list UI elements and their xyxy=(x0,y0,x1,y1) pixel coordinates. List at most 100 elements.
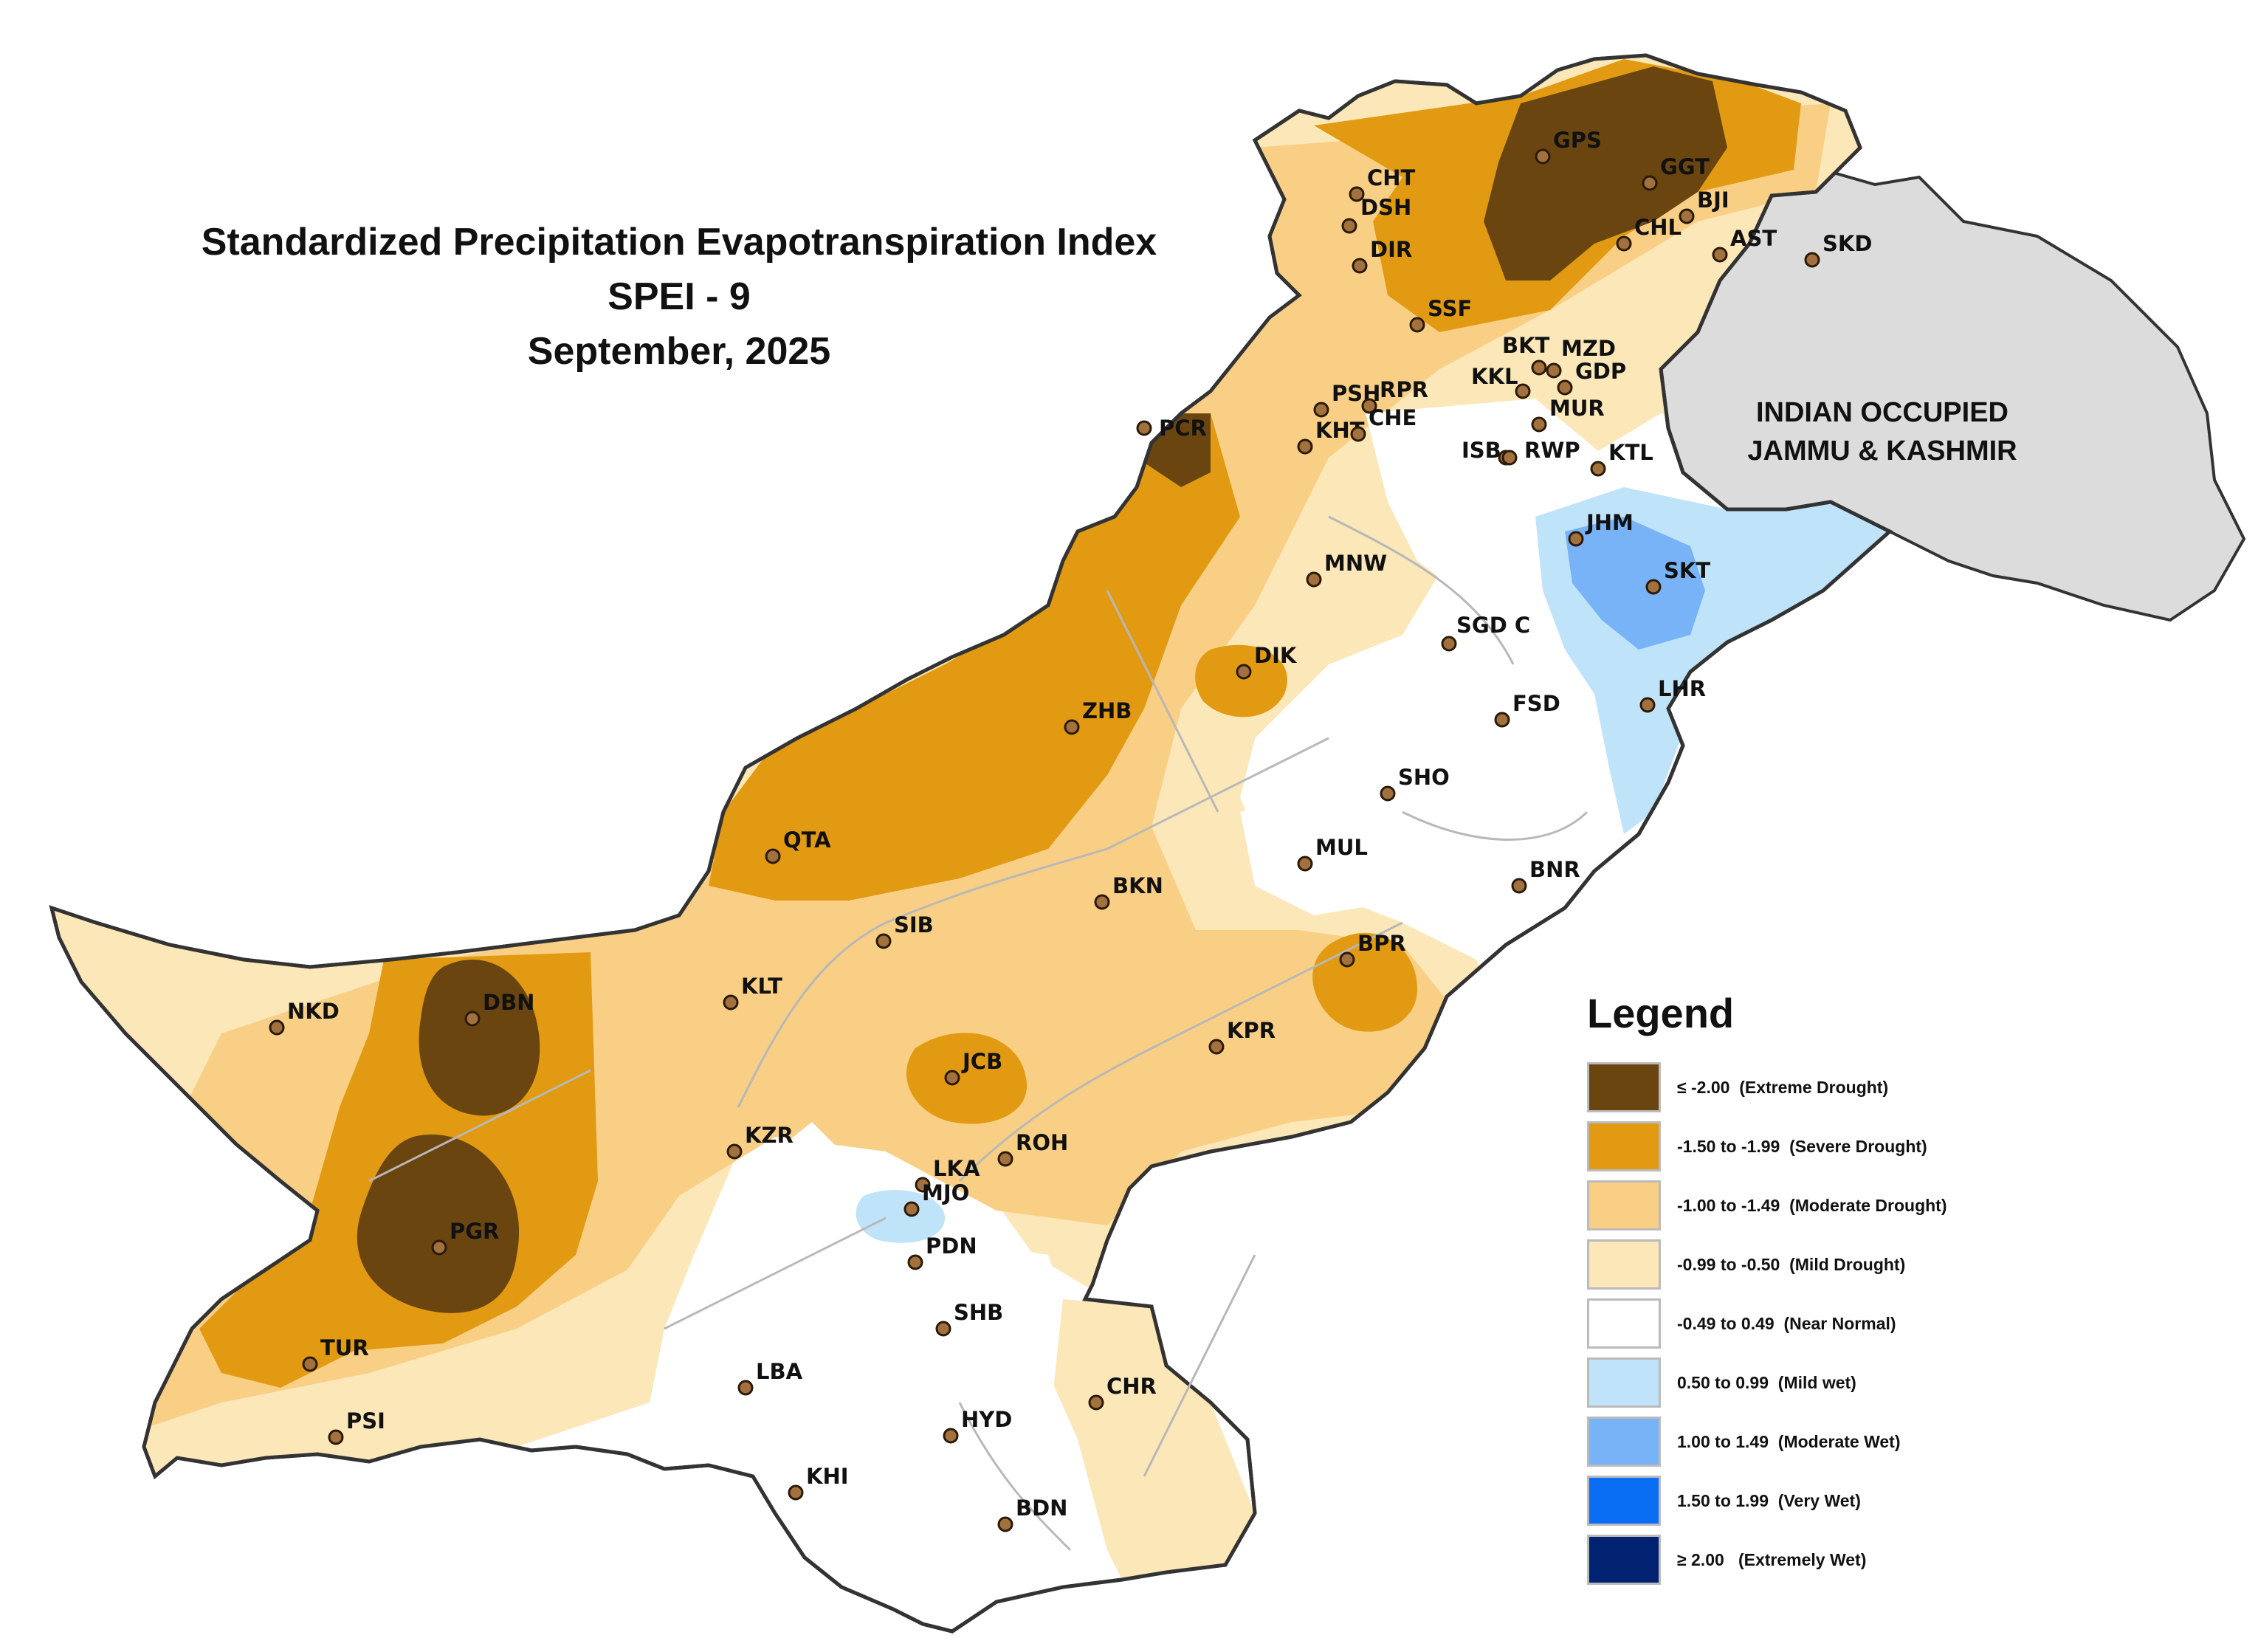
station-dot xyxy=(765,848,781,864)
station-marker: RPR xyxy=(1361,377,1428,414)
station-marker: DIK xyxy=(1236,643,1298,680)
station-label: MNW xyxy=(1324,551,1387,576)
station-dot xyxy=(723,994,739,1011)
station-marker: LKA xyxy=(915,1156,980,1193)
station-marker: BNR xyxy=(1511,857,1580,894)
station-marker: GPS xyxy=(1535,128,1602,165)
station-dot xyxy=(328,1429,344,1445)
spei-zone xyxy=(357,1134,520,1313)
station-dot xyxy=(464,1011,481,1027)
station-dot xyxy=(1712,247,1728,263)
station-dot xyxy=(1208,1039,1225,1055)
station-label: KLT xyxy=(741,974,782,999)
station-label: KHI xyxy=(806,1464,849,1489)
station-marker: FSD xyxy=(1494,691,1560,728)
legend-swatch xyxy=(1587,1121,1661,1171)
station-marker: CHT xyxy=(1349,165,1416,202)
station-marker: SKD xyxy=(1804,231,1872,268)
station-marker: MUL xyxy=(1297,835,1368,872)
station-dot xyxy=(1306,571,1322,588)
station-label: ZHB xyxy=(1082,698,1132,723)
station-dot xyxy=(1297,856,1313,872)
map-subtitle-date: September, 2025 xyxy=(527,330,831,373)
station-marker: MUR xyxy=(1531,396,1605,433)
station-marker: KPR xyxy=(1208,1018,1276,1055)
legend-row: ≥ 2.00 (Extremely Wet) xyxy=(1587,1530,2059,1589)
spei-zone xyxy=(1565,517,1705,650)
region-label-line2: JAMMU & KASHMIR xyxy=(1747,436,2017,467)
station-marker: BKT xyxy=(1502,333,1550,376)
station-dot xyxy=(302,1356,318,1372)
station-label: BKN xyxy=(1112,873,1163,898)
legend-label: -0.99 to -0.50 (Mild Drought) xyxy=(1677,1254,1906,1274)
legend-swatch xyxy=(1587,1357,1661,1408)
spei-zone xyxy=(664,1122,1107,1624)
station-label: BPR xyxy=(1357,931,1406,956)
station-dot xyxy=(997,1151,1013,1167)
spei-zone xyxy=(419,960,540,1116)
station-label: MZD xyxy=(1561,336,1616,361)
station-label: SHB xyxy=(954,1300,1003,1325)
station-dot xyxy=(1297,438,1313,455)
legend-row: 1.50 to 1.99 (Very Wet) xyxy=(1587,1471,2059,1530)
station-label: PSI xyxy=(346,1408,385,1434)
station-label: BNR xyxy=(1529,857,1580,882)
station-dot xyxy=(1639,697,1656,713)
legend-label: 1.50 to 1.99 (Very Wet) xyxy=(1677,1490,1861,1510)
station-marker: DIR xyxy=(1352,237,1412,274)
station-dot xyxy=(903,1201,920,1217)
spei-zone xyxy=(1240,605,1668,915)
legend-swatch xyxy=(1587,1535,1661,1585)
station-marker: DSH xyxy=(1341,195,1411,234)
station-dot xyxy=(1546,362,1562,379)
station-marker: BKN xyxy=(1094,873,1163,910)
station-marker: CHL xyxy=(1616,215,1682,252)
station-marker: RWP xyxy=(1501,438,1580,466)
station-dot xyxy=(1616,235,1632,252)
station-dot xyxy=(875,933,892,949)
station-label: GGT xyxy=(1660,154,1710,179)
station-label: LKA xyxy=(933,1156,980,1181)
station-label: BKT xyxy=(1502,333,1550,358)
legend-label: 0.50 to 0.99 (Mild wet) xyxy=(1677,1372,1856,1392)
station-marker: BPR xyxy=(1339,931,1406,968)
station-dot xyxy=(1531,416,1547,433)
station-dot xyxy=(1236,664,1252,680)
station-label: PDN xyxy=(926,1233,977,1259)
legend-row: -0.99 to -0.50 (Mild Drought) xyxy=(1587,1235,2059,1294)
station-label: ISB xyxy=(1462,438,1501,463)
station-label: SHO xyxy=(1398,765,1450,790)
station-dot xyxy=(737,1380,754,1396)
spei-zone xyxy=(1484,66,1727,281)
station-marker: SIB xyxy=(875,912,934,949)
legend-swatch xyxy=(1587,1417,1661,1467)
station-marker: KHI xyxy=(788,1464,849,1501)
station-dot xyxy=(1804,252,1820,268)
legend-label: -0.49 to 0.49 (Near Normal) xyxy=(1677,1313,1896,1333)
station-dot xyxy=(1313,402,1329,418)
station-marker: MNW xyxy=(1306,551,1387,588)
station-marker: PGR xyxy=(431,1219,499,1256)
station-marker: PCR xyxy=(1136,416,1207,441)
station-dot xyxy=(907,1254,923,1270)
station-marker: SGD C xyxy=(1441,613,1530,652)
station-dot xyxy=(1341,218,1357,234)
station-dot xyxy=(943,1428,959,1444)
spei-zone xyxy=(906,1033,1028,1124)
station-label: JCB xyxy=(961,1049,1002,1074)
legend-row: -1.50 to -1.99 (Severe Drought) xyxy=(1587,1117,2059,1176)
station-label: CHL xyxy=(1634,215,1682,240)
station-marker: LBA xyxy=(737,1359,803,1396)
station-dot xyxy=(1511,878,1527,894)
legend-swatch xyxy=(1587,1476,1661,1526)
legend-label: -1.00 to -1.49 (Moderate Drought) xyxy=(1677,1195,1947,1215)
station-marker: SKT xyxy=(1645,558,1710,595)
station-dot xyxy=(1350,426,1366,442)
legend-label: ≥ 2.00 (Extremely Wet) xyxy=(1677,1549,1867,1569)
station-label: MJO xyxy=(922,1180,969,1205)
station-label: TUR xyxy=(320,1335,369,1360)
station-dot xyxy=(935,1321,951,1337)
map-subtitle-index: SPEI - 9 xyxy=(607,275,751,318)
station-dot xyxy=(1590,461,1606,477)
